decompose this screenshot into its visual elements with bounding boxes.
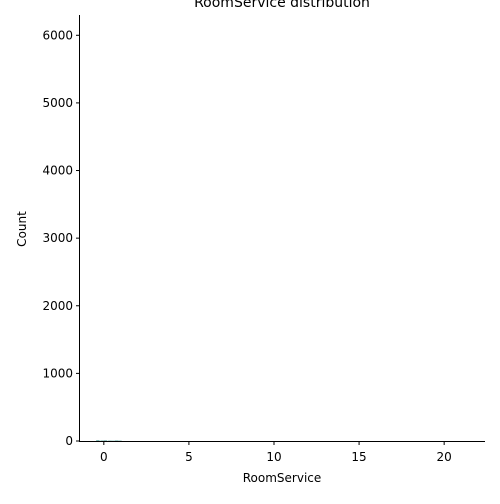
- y-tick-label: 1000: [42, 366, 73, 380]
- y-tick-label: 2000: [42, 299, 73, 313]
- y-tick-label: 5000: [42, 96, 73, 110]
- x-tick-label: 5: [185, 450, 193, 464]
- y-tick-label: 0: [65, 434, 73, 448]
- y-tick-label: 6000: [42, 28, 73, 42]
- y-tick-label: 4000: [42, 164, 73, 178]
- y-axis-label: Count: [15, 211, 29, 247]
- x-axis-label: RoomService: [243, 471, 322, 485]
- chart-title: RoomService distribution: [194, 0, 370, 11]
- y-ticks: 0 1000 2000 3000 4000 5000 6000: [42, 28, 80, 448]
- histogram-bar: [103, 440, 108, 442]
- x-ticks: 0 5 10 15 20: [100, 441, 452, 464]
- histogram-bar: [96, 440, 100, 442]
- x-tick-label: 0: [100, 450, 108, 464]
- x-tick-label: 20: [437, 450, 452, 464]
- x-tick-label: 10: [266, 450, 281, 464]
- y-tick-label: 3000: [42, 231, 73, 245]
- x-tick-label: 15: [351, 450, 366, 464]
